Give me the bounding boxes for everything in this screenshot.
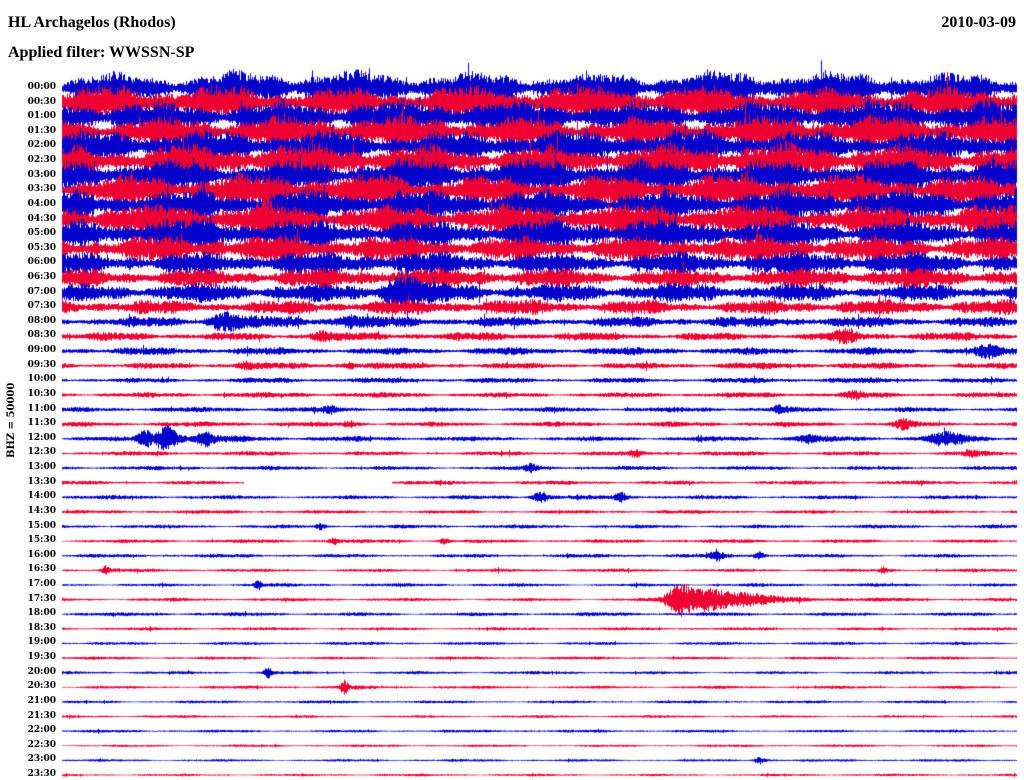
time-label: 02:00 (27, 140, 56, 151)
time-label: 17:00 (27, 578, 56, 589)
time-label: 01:00 (27, 111, 56, 122)
time-label: 15:00 (27, 520, 56, 531)
time-label: 18:30 (27, 622, 56, 633)
time-label: 02:30 (27, 155, 56, 166)
time-label: 10:30 (27, 388, 56, 399)
time-label: 13:00 (27, 462, 56, 473)
time-label: 03:00 (27, 169, 56, 180)
time-label: 08:00 (27, 315, 56, 326)
time-label: 23:30 (27, 768, 56, 779)
time-label: 16:00 (27, 549, 56, 560)
time-label: 21:30 (27, 710, 56, 721)
time-label: 09:00 (27, 345, 56, 356)
time-label: 13:30 (27, 476, 56, 487)
time-label: 19:30 (27, 652, 56, 663)
time-label: 11:00 (27, 403, 56, 414)
time-label: 00:30 (27, 96, 56, 107)
time-label: 07:30 (27, 301, 56, 312)
time-label: 00:00 (27, 82, 56, 92)
time-label: 20:30 (27, 681, 56, 692)
time-label: 10:00 (27, 374, 56, 385)
time-label: 23:00 (27, 754, 56, 765)
time-label: 22:00 (27, 725, 56, 736)
time-label: 15:30 (27, 535, 56, 546)
time-label: 06:30 (27, 272, 56, 283)
time-label: 14:30 (27, 505, 56, 516)
time-label: 16:30 (27, 564, 56, 575)
time-label: 17:30 (27, 593, 56, 604)
time-label: 05:30 (27, 242, 56, 253)
time-label: 04:00 (27, 198, 56, 209)
time-label: 21:00 (27, 695, 56, 706)
station-title: HL Archagelos (Rhodos) (8, 14, 176, 31)
time-label: 19:00 (27, 637, 56, 648)
time-label: 01:30 (27, 125, 56, 136)
time-label: 09:30 (27, 359, 56, 370)
time-label: 08:30 (27, 330, 56, 341)
time-label: 07:00 (27, 286, 56, 297)
time-label: 12:00 (27, 432, 56, 443)
time-label: 04:30 (27, 213, 56, 224)
time-label: 18:00 (27, 608, 56, 619)
filter-label: Applied filter: WWSSN-SP (8, 44, 195, 61)
time-label: 05:00 (27, 228, 56, 239)
time-label: 12:30 (27, 447, 56, 458)
time-label: 11:30 (27, 418, 56, 429)
date-label: 2010-03-09 (941, 14, 1016, 31)
time-label: 06:00 (27, 257, 56, 268)
time-label: 14:00 (27, 491, 56, 502)
time-label: 20:00 (27, 666, 56, 677)
time-label: 22:30 (27, 739, 56, 750)
time-axis-labels: 00:00 00:30 01:00 01:30 02:00 02:30 03:00 03:30… (0, 0, 58, 780)
time-label: 03:30 (27, 184, 56, 195)
